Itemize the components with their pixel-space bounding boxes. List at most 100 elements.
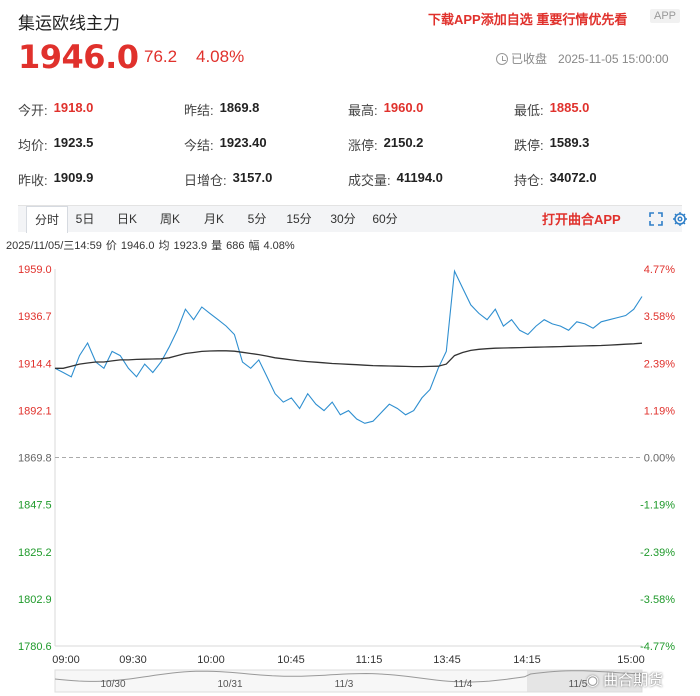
stat-label: 最低:	[514, 103, 544, 118]
info-amp-label: 幅	[248, 240, 260, 252]
stat-value: 1918.0	[53, 100, 94, 115]
stat-label: 昨结:	[184, 103, 214, 118]
clock-icon	[496, 52, 508, 65]
stat-value: 1923.40	[219, 135, 267, 150]
x-tick-label: 14:15	[513, 654, 541, 666]
y-tick-label: 1892.1	[18, 405, 52, 417]
stat-value: 2150.2	[383, 135, 424, 150]
quote-stats: 今开: 1918.0 昨结: 1869.8 最高: 1960.0 最低: 1885.0 …	[18, 92, 682, 197]
tab-intraday[interactable]: 分时	[26, 206, 68, 233]
stat-value: 1923.5	[53, 135, 94, 150]
x-tick-label: 09:00	[52, 654, 80, 666]
stat-label: 今结:	[184, 138, 214, 153]
stat-label: 今开:	[18, 103, 48, 118]
y-tick-label: 1825.2	[18, 547, 52, 559]
stat-label: 涨停:	[348, 138, 378, 153]
intraday-chart[interactable]: 1959.0 4.77% 1936.7 3.58% 1914.4 2.39% 1892.1 1…	[0, 255, 700, 696]
stat-volume: 成交量: 41194.0	[348, 170, 514, 189]
open-app-button[interactable]: 打开曲合APP	[542, 212, 621, 227]
stat-value: 1869.8	[219, 100, 260, 115]
stat-label: 均价:	[18, 138, 48, 153]
stat-value: 1909.9	[53, 170, 94, 185]
x-tick-label: 09:30	[119, 654, 147, 666]
pct-tick-label: -2.39%	[640, 547, 675, 559]
pct-tick-label: 0.00%	[644, 453, 675, 465]
stats-row: 昨收: 1909.9 日增仓: 3157.0 成交量: 41194.0 持仓: 3407…	[18, 162, 682, 197]
navigator-date-label: 11/3	[335, 679, 354, 690]
market-status: 已收盘 2025-11-05 15:00:00	[496, 50, 669, 67]
stat-prev-close: 昨收: 1909.9	[18, 170, 184, 189]
stat-limit-down: 跌停: 1589.3	[514, 135, 682, 154]
price-change: 76.2	[144, 47, 178, 66]
tab-5day[interactable]: 5日	[75, 212, 95, 226]
status-text: 已收盘	[511, 52, 548, 66]
y-tick-label: 1780.6	[18, 641, 52, 653]
pct-tick-label: 4.77%	[644, 264, 675, 276]
info-volume-label: 量	[211, 240, 223, 252]
info-volume: 686	[226, 240, 245, 252]
info-price-label: 价	[105, 240, 117, 252]
stat-label: 成交量:	[348, 173, 391, 188]
stat-label: 昨收:	[18, 173, 48, 188]
pct-tick-label: -1.19%	[640, 500, 675, 512]
stat-value: 41194.0	[396, 170, 443, 185]
watermark: ◉ 曲合期货	[586, 669, 663, 690]
stats-row: 均价: 1923.5 今结: 1923.40 涨停: 2150.2 跌停: 1589.3	[18, 127, 682, 162]
stat-value: 1589.3	[549, 135, 590, 150]
info-avg: 1923.9	[173, 240, 208, 252]
stat-label: 跌停:	[514, 138, 544, 153]
stat-open-interest: 持仓: 34072.0	[514, 170, 682, 189]
pct-tick-label: 1.19%	[644, 405, 675, 417]
price-change-percent: 4.08%	[196, 47, 245, 66]
navigator-date-label: 11/5	[569, 679, 588, 690]
x-tick-label: 10:00	[197, 654, 225, 666]
y-tick-label: 1936.7	[18, 311, 52, 323]
stats-row: 今开: 1918.0 昨结: 1869.8 最高: 1960.0 最低: 1885.0	[18, 92, 682, 127]
y-tick-label: 1959.0	[18, 264, 52, 276]
pct-tick-label: -4.77%	[640, 641, 675, 653]
stat-value: 3157.0	[232, 170, 273, 185]
y-tick-label: 1869.8	[18, 453, 52, 465]
navigator-date-label: 11/4	[454, 679, 473, 690]
tab-60min[interactable]: 60分	[372, 212, 398, 226]
tab-daily-k[interactable]: 日K	[116, 212, 137, 226]
pct-tick-label: -3.58%	[640, 594, 675, 606]
stat-value: 1960.0	[383, 100, 424, 115]
crosshair-info: 2025/11/05/三14:59 价 1946.0 均 1923.9 量 686 幅 4.08…	[6, 237, 299, 253]
average-price-line	[55, 342, 643, 369]
x-tick-label: 13:45	[433, 654, 461, 666]
pct-tick-label: 3.58%	[644, 311, 675, 323]
quote-datetime: 2025-11-05 15:00:00	[558, 51, 669, 66]
info-amp: 4.08%	[263, 240, 295, 252]
info-avg-label: 均	[158, 240, 170, 252]
tab-5min[interactable]: 5分	[247, 212, 267, 226]
x-tick-label: 10:45	[277, 654, 305, 666]
download-promo-link[interactable]: 下载APP添加自选 重要行情优先看	[428, 12, 628, 27]
y-tick-label: 1847.5	[18, 500, 52, 512]
x-tick-label: 11:15	[356, 654, 383, 666]
tab-30min[interactable]: 30分	[330, 212, 356, 226]
stat-prev-settle: 昨结: 1869.8	[184, 100, 348, 119]
info-date: 2025/11/05/三14:59	[6, 240, 102, 252]
last-price: 1946.0	[18, 38, 139, 76]
stat-average: 均价: 1923.5	[18, 135, 184, 154]
fullscreen-icon[interactable]	[648, 211, 664, 227]
info-price: 1946.0	[120, 240, 155, 252]
tab-monthly-k[interactable]: 月K	[203, 212, 224, 226]
x-tick-label: 15:00	[617, 654, 645, 666]
stat-value: 1885.0	[549, 100, 590, 115]
navigator-date-label: 10/31	[217, 679, 242, 690]
stat-open: 今开: 1918.0	[18, 100, 184, 119]
tab-weekly-k[interactable]: 周K	[159, 212, 180, 226]
gear-icon[interactable]	[672, 211, 688, 227]
app-badge[interactable]: APP	[650, 9, 681, 23]
tab-15min[interactable]: 15分	[286, 212, 312, 226]
stat-low: 最低: 1885.0	[514, 100, 682, 119]
navigator-line	[54, 670, 643, 683]
stat-settle: 今结: 1923.40	[184, 135, 348, 154]
stat-value: 34072.0	[549, 170, 597, 185]
price-line	[54, 269, 643, 424]
watermark-text: 曲合期货	[603, 672, 664, 689]
weibo-icon: ◉	[586, 671, 600, 689]
y-tick-label: 1914.4	[18, 358, 52, 370]
